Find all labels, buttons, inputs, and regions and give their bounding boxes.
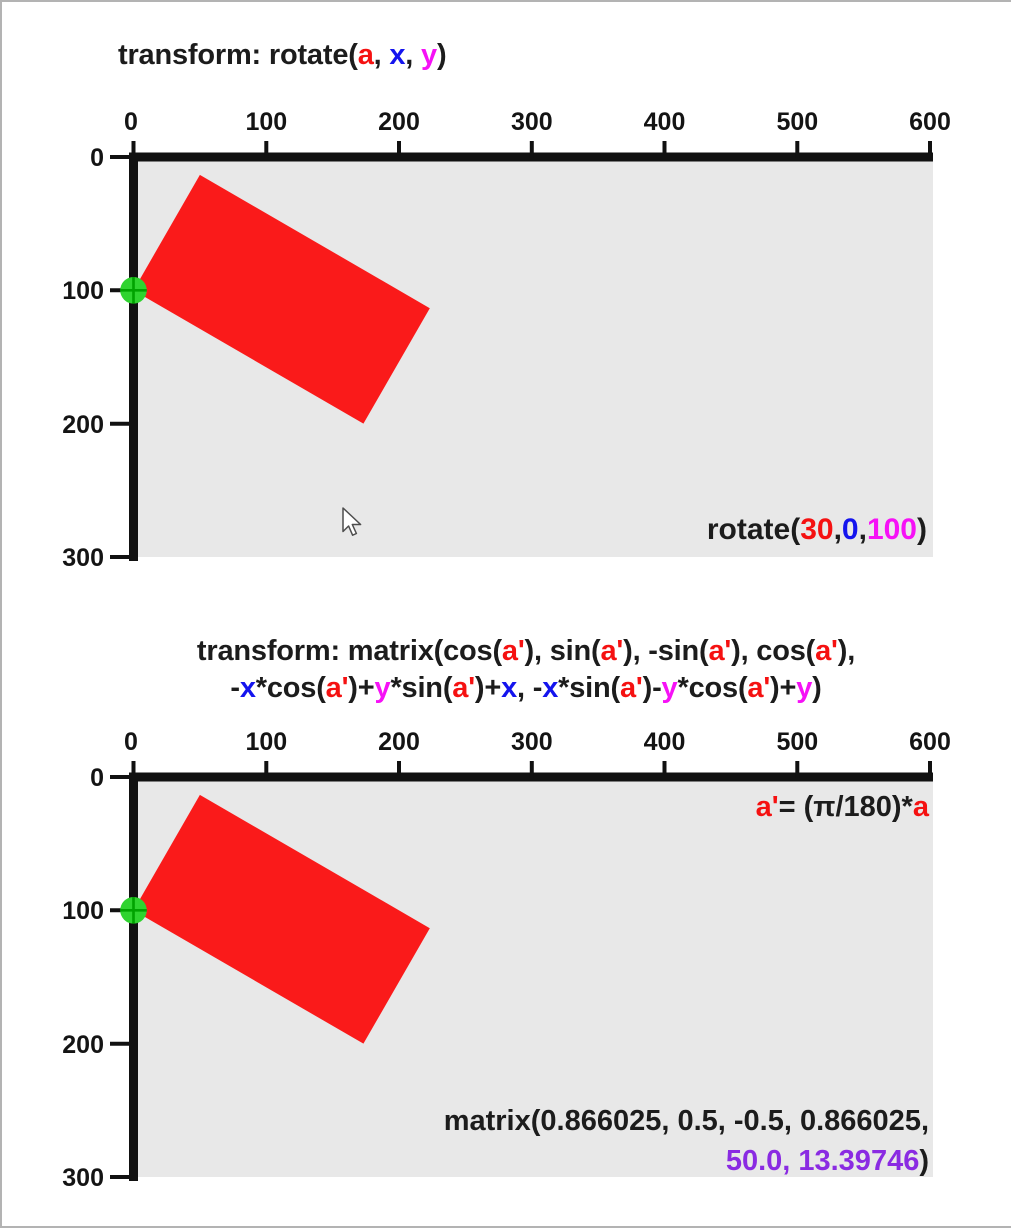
y-tick-label: 200 [62, 411, 104, 439]
y-tick-label: 300 [62, 1164, 104, 1192]
x-tick-label: 100 [245, 728, 287, 756]
origin-marker-cross [120, 896, 147, 924]
x-tick-label: 600 [909, 728, 951, 756]
data-space [120, 174, 430, 424]
x-tick-label: 200 [378, 108, 420, 136]
x-tick-label: 600 [909, 108, 951, 136]
matrix-call-label: matrix(0.866025, 0.5, -0.5, 0.866025, 50… [444, 1101, 929, 1181]
panel-rotate-title: transform: rotate(a, x, y) [118, 39, 447, 71]
mouse-cursor [342, 507, 362, 536]
panel-matrix-title: transform: matrix(cos(a'), sin(a'), -sin… [120, 633, 932, 707]
x-tick-label: 0 [124, 108, 138, 136]
panel-matrix-title-line2: -x*cos(a')+y*sin(a')+x, -x*sin(a')-y*cos… [230, 672, 822, 704]
x-tick-label: 300 [511, 728, 553, 756]
y-tick-label: 100 [62, 897, 104, 925]
plot-rotate: 0 100 200 300 400 500 600 0 100 200 300 [62, 108, 951, 572]
transformed-rectangle [133, 174, 430, 424]
plot-matrix: 0 100 200 300 400 500 600 0 100 200 300 [62, 728, 951, 1192]
x-tick-label: 300 [511, 108, 553, 136]
x-tick-label: 500 [776, 108, 818, 136]
matrix-call-line1: matrix(0.866025, 0.5, -0.5, 0.866025, [443, 1105, 929, 1137]
axes [110, 761, 933, 1181]
y-tick-label: 300 [62, 544, 104, 572]
origin-marker [120, 276, 147, 304]
y-tick-label: 0 [90, 144, 104, 172]
x-tick-label: 100 [245, 108, 287, 136]
y-tick-label: 0 [90, 764, 104, 792]
x-tick-label: 400 [644, 728, 686, 756]
y-tick-label: 100 [62, 277, 104, 305]
matrix-call-line2: 50.0, 13.39746) [725, 1145, 929, 1177]
x-tick-label: 500 [776, 728, 818, 756]
origin-marker-cross [120, 276, 147, 304]
y-tick-label: 200 [62, 1031, 104, 1059]
x-tick-label: 400 [644, 108, 686, 136]
data-space [120, 794, 430, 1044]
panel-matrix-title-line1: transform: matrix(cos(a'), sin(a'), -sin… [196, 635, 856, 667]
x-tick-label: 0 [124, 728, 138, 756]
x-tick-label: 200 [378, 728, 420, 756]
angle-definition-label: a'= (π/180)*a [755, 791, 929, 823]
origin-marker [120, 896, 147, 924]
rotate-call-label: rotate(30,0,100) [706, 513, 927, 546]
transformed-rectangle [133, 794, 430, 1044]
